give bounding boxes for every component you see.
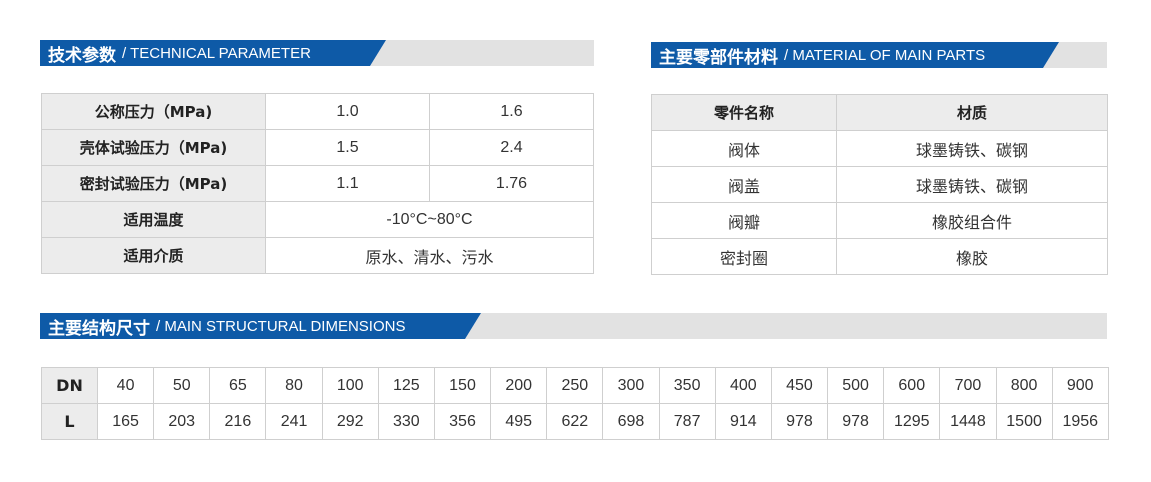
part-name-cell: 密封圈 bbox=[651, 238, 837, 275]
materials-title-cn: 主要零部件材料 bbox=[659, 47, 778, 68]
technical-table: 公称压力（MPa) 1.0 1.6 壳体试验压力（MPa) 1.5 2.4 密封试验压力（M… bbox=[41, 93, 594, 274]
l-value: 1956 bbox=[1051, 403, 1109, 440]
dn-value: 600 bbox=[883, 367, 941, 404]
row-label: 适用温度 bbox=[41, 201, 266, 238]
dn-value: 150 bbox=[433, 367, 492, 404]
dn-value: 80 bbox=[265, 367, 323, 404]
technical-header: 技术参数 / TECHNICAL PARAMETER bbox=[40, 40, 594, 66]
column-header: 材质 bbox=[836, 94, 1108, 131]
table-row: 壳体试验压力（MPa) 1.5 2.4 bbox=[41, 129, 594, 166]
dn-value: 900 bbox=[1051, 367, 1109, 404]
l-value: 787 bbox=[658, 403, 716, 440]
l-label: L bbox=[41, 403, 98, 440]
table-row: 适用温度 -10°C~80°C bbox=[41, 201, 594, 238]
material-cell: 球墨铸铁、碳钢 bbox=[836, 130, 1108, 167]
dn-value: 400 bbox=[714, 367, 772, 404]
dn-value: 800 bbox=[995, 367, 1053, 404]
table-row: 适用介质 原水、清水、污水 bbox=[41, 237, 594, 274]
table-row: 阀瓣 橡胶组合件 bbox=[651, 202, 1108, 239]
table-row: 密封圈 橡胶 bbox=[651, 238, 1108, 275]
technical-title-en: / TECHNICAL PARAMETER bbox=[122, 44, 311, 62]
dimensions-header: 主要结构尺寸 / MAIN STRUCTURAL DIMENSIONS bbox=[40, 313, 1107, 339]
value-cell: 1.76 bbox=[429, 165, 594, 202]
value-cell: 2.4 bbox=[429, 129, 594, 166]
column-header: 零件名称 bbox=[651, 94, 837, 131]
dn-value: 200 bbox=[490, 367, 548, 404]
dn-row: DN 40 50 65 80 100 125 150 200 250 300 350 400 450 500… bbox=[41, 367, 1109, 404]
row-label: 适用介质 bbox=[41, 237, 266, 274]
l-value: 978 bbox=[770, 403, 829, 440]
part-name-cell: 阀瓣 bbox=[651, 202, 837, 239]
part-name-cell: 阀体 bbox=[651, 130, 837, 167]
l-value: 914 bbox=[714, 403, 772, 440]
l-row: L 165 203 216 241 292 330 356 495 622 698 787 914 978… bbox=[41, 403, 1109, 440]
row-label: 壳体试验压力（MPa) bbox=[41, 129, 266, 166]
dimensions-table: DN 40 50 65 80 100 125 150 200 250 300 350 400 450 500… bbox=[41, 367, 1109, 440]
dn-value: 300 bbox=[602, 367, 660, 404]
value-cell: 1.1 bbox=[265, 165, 430, 202]
l-value: 165 bbox=[96, 403, 155, 440]
l-value: 978 bbox=[827, 403, 885, 440]
table-row: 阀体 球墨铸铁、碳钢 bbox=[651, 130, 1108, 167]
table-row: 阀盖 球墨铸铁、碳钢 bbox=[651, 166, 1108, 203]
l-value: 495 bbox=[490, 403, 548, 440]
l-value: 292 bbox=[321, 403, 379, 440]
value-cell: 原水、清水、污水 bbox=[265, 237, 594, 274]
dn-value: 700 bbox=[939, 367, 997, 404]
dn-value: 65 bbox=[209, 367, 267, 404]
dn-value: 50 bbox=[153, 367, 211, 404]
dn-label: DN bbox=[41, 367, 98, 404]
material-cell: 球墨铸铁、碳钢 bbox=[836, 166, 1108, 203]
dimensions-title-cn: 主要结构尺寸 bbox=[48, 318, 150, 339]
dn-value: 350 bbox=[658, 367, 716, 404]
row-label: 公称压力（MPa) bbox=[41, 93, 266, 130]
l-value: 1448 bbox=[939, 403, 997, 440]
materials-table: 零件名称 材质 阀体 球墨铸铁、碳钢 阀盖 球墨铸铁、碳钢 阀瓣 橡胶组合件 密封圈 橡胶 bbox=[651, 94, 1108, 275]
dimensions-title-en: / MAIN STRUCTURAL DIMENSIONS bbox=[156, 317, 406, 335]
l-value: 356 bbox=[433, 403, 492, 440]
table-row: 密封试验压力（MPa) 1.1 1.76 bbox=[41, 165, 594, 202]
l-value: 216 bbox=[209, 403, 267, 440]
value-cell: 1.5 bbox=[265, 129, 430, 166]
row-label: 密封试验压力（MPa) bbox=[41, 165, 266, 202]
dn-value: 450 bbox=[770, 367, 829, 404]
part-name-cell: 阀盖 bbox=[651, 166, 837, 203]
l-value: 241 bbox=[265, 403, 323, 440]
technical-title-cn: 技术参数 bbox=[48, 45, 116, 66]
value-cell: 1.6 bbox=[429, 93, 594, 130]
dn-value: 125 bbox=[377, 367, 435, 404]
header-row: 零件名称 材质 bbox=[651, 94, 1108, 131]
materials-title-en: / MATERIAL OF MAIN PARTS bbox=[784, 46, 986, 64]
dn-value: 40 bbox=[96, 367, 155, 404]
dn-value: 250 bbox=[546, 367, 604, 404]
materials-header: 主要零部件材料 / MATERIAL OF MAIN PARTS bbox=[651, 42, 1107, 68]
l-value: 622 bbox=[546, 403, 604, 440]
dn-value: 100 bbox=[321, 367, 379, 404]
l-value: 698 bbox=[602, 403, 660, 440]
material-cell: 橡胶组合件 bbox=[836, 202, 1108, 239]
value-cell: -10°C~80°C bbox=[265, 201, 594, 238]
l-value: 330 bbox=[377, 403, 435, 440]
l-value: 1295 bbox=[883, 403, 941, 440]
l-value: 1500 bbox=[995, 403, 1053, 440]
value-cell: 1.0 bbox=[265, 93, 430, 130]
dn-value: 500 bbox=[827, 367, 885, 404]
material-cell: 橡胶 bbox=[836, 238, 1108, 275]
l-value: 203 bbox=[153, 403, 211, 440]
table-row: 公称压力（MPa) 1.0 1.6 bbox=[41, 93, 594, 130]
